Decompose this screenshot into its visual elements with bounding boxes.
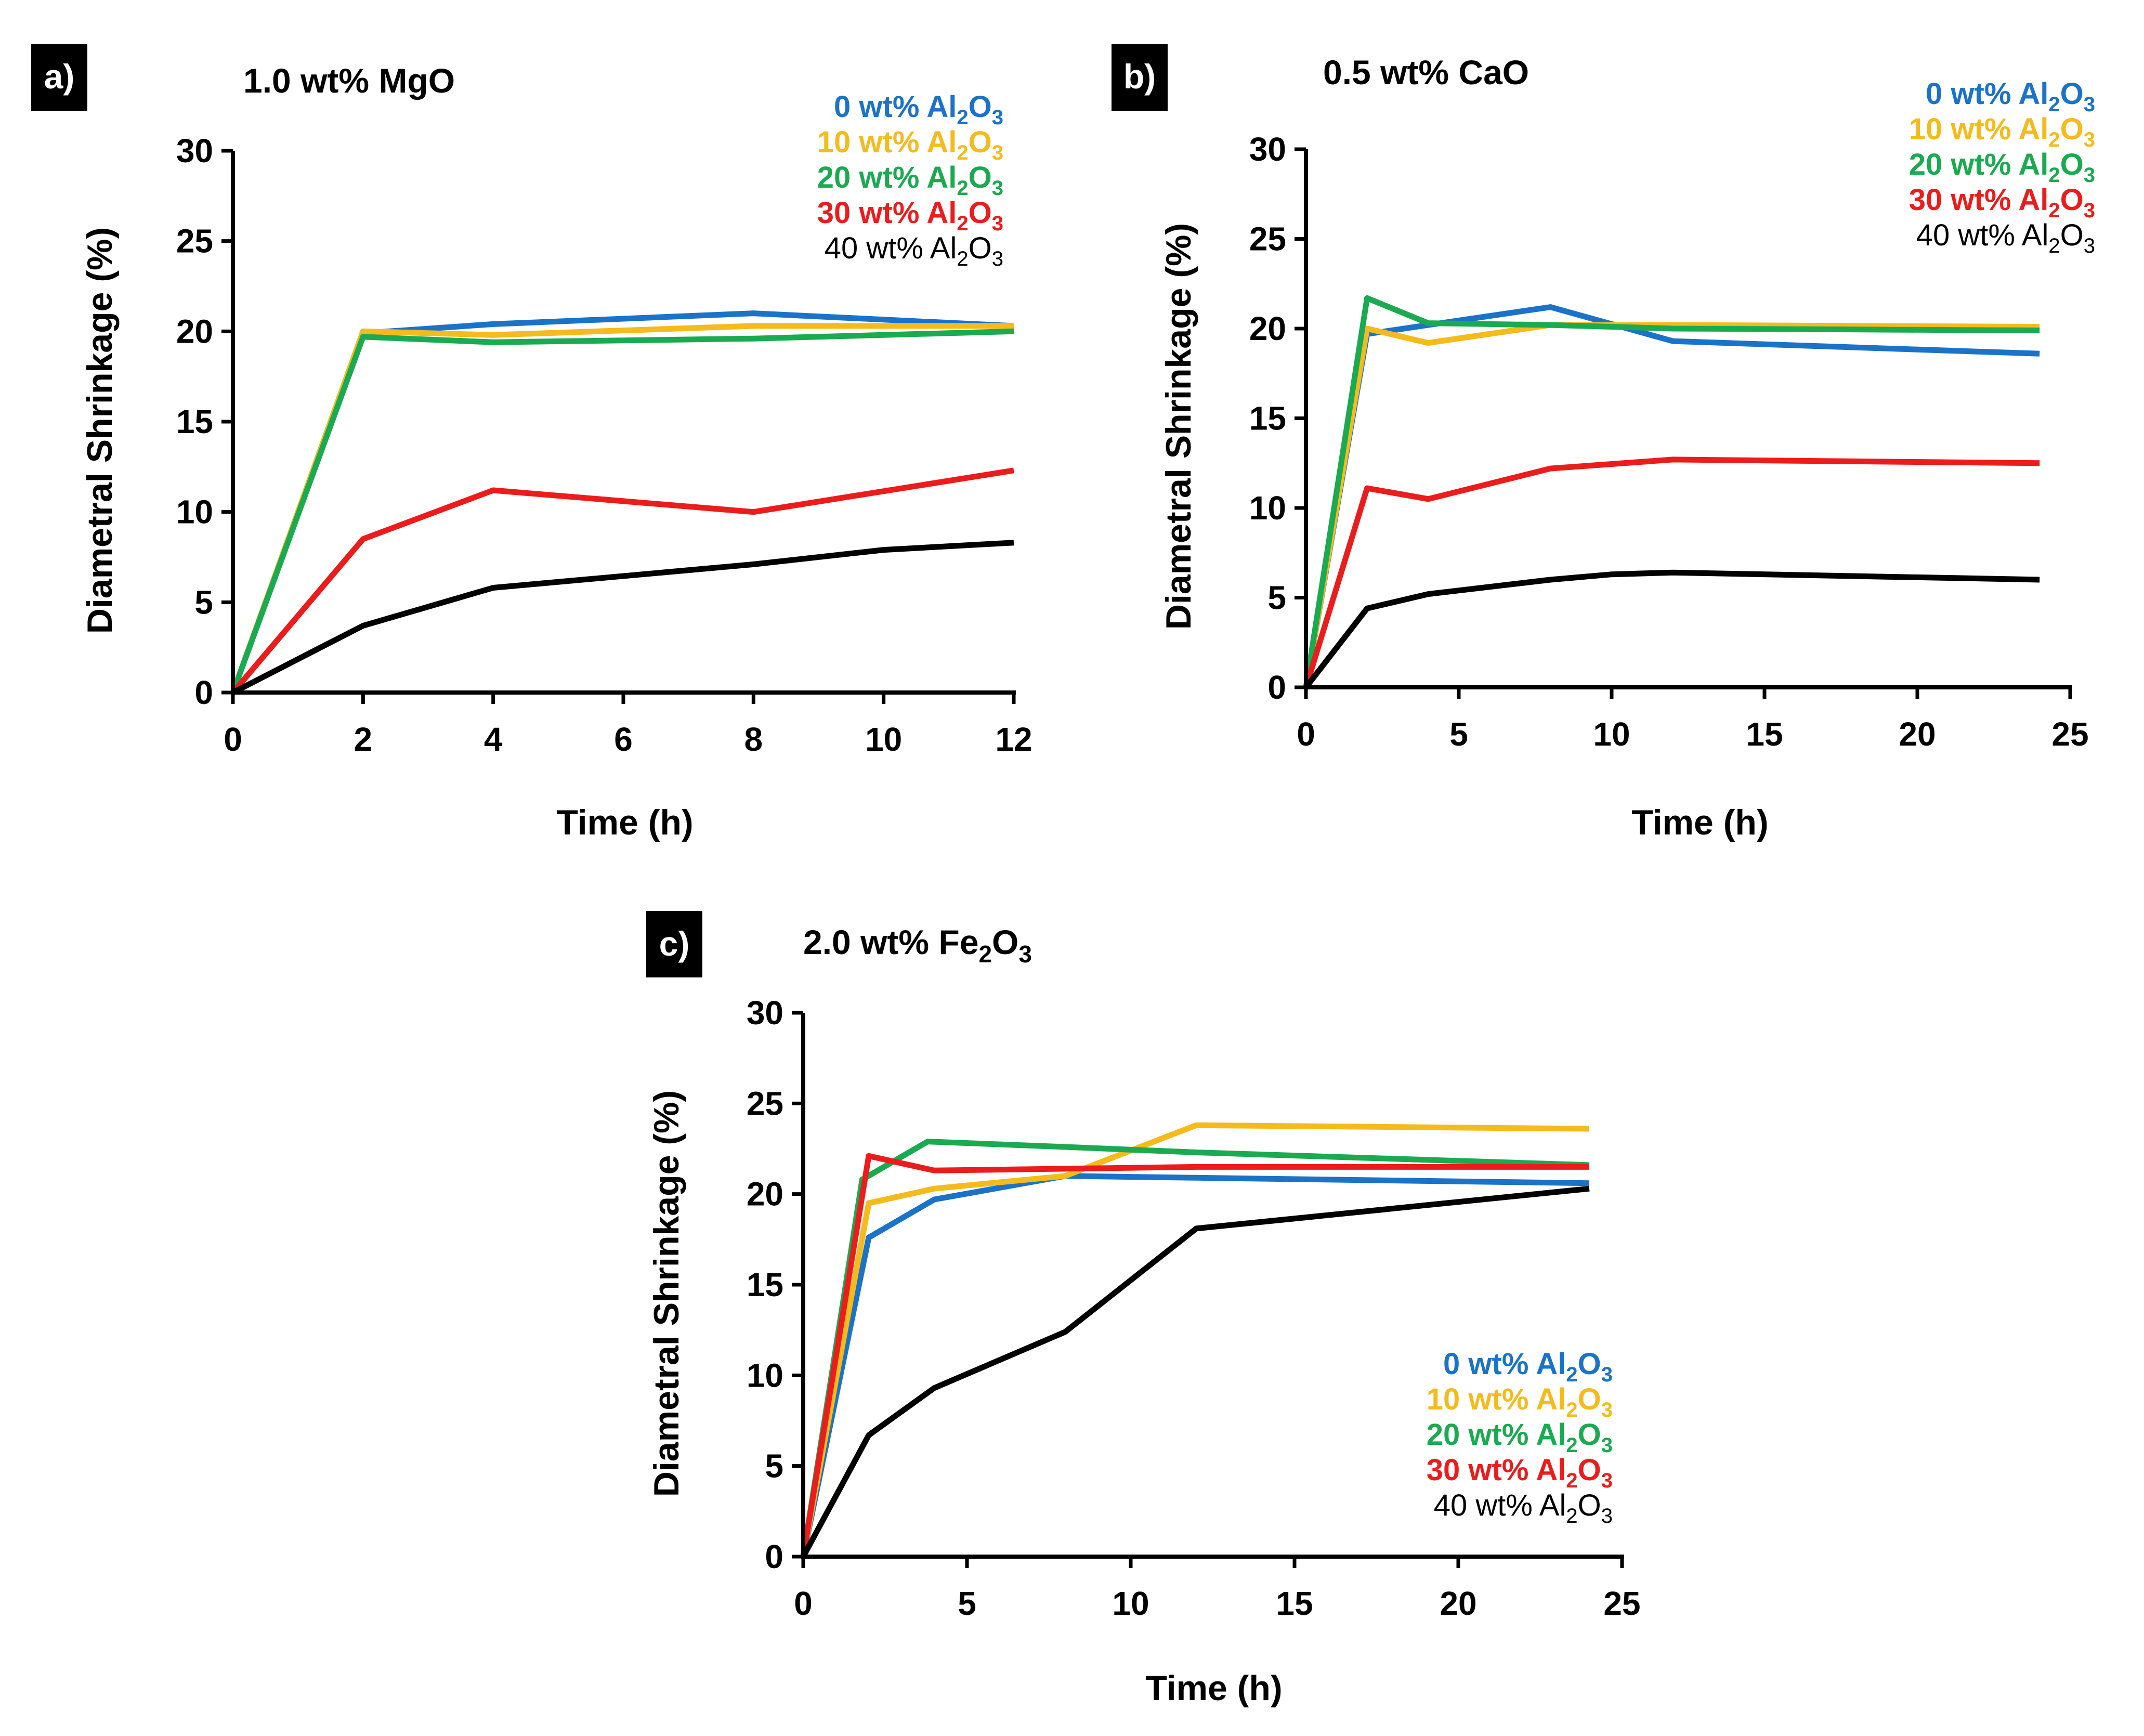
y-axis-label: Diametral Shrinkage (%) — [1159, 223, 1198, 630]
legend-entry-20wt: 20 wt% Al2O3 — [1909, 148, 2095, 187]
x-tick-label: 10 — [1112, 1585, 1149, 1622]
y-tick-label: 0 — [1267, 669, 1286, 706]
panel-c: c) 2.0 wt% Fe2O3 Diametral Shrinkage (%)… — [646, 911, 1641, 1708]
panel-label: b) — [1123, 57, 1156, 96]
panel-b: b) 0.5 wt% CaO Diametral Shrinkage (%) T… — [1112, 44, 2095, 842]
y-tick-label: 25 — [1249, 220, 1286, 258]
y-tick-label: 5 — [1267, 579, 1286, 617]
y-tick-label: 15 — [176, 403, 213, 440]
x-tick-label: 5 — [1449, 715, 1468, 753]
y-tick-label: 20 — [176, 312, 213, 350]
legend-entry-20wt: 20 wt% Al2O3 — [817, 161, 1003, 200]
legend-entry-40wt: 40 wt% Al2O3 — [1434, 1489, 1613, 1528]
series-line-40wt — [231, 540, 1014, 695]
y-axis-label: Diametral Shrinkage (%) — [647, 1090, 686, 1497]
y-tick-label: 30 — [747, 994, 783, 1032]
x-tick-label: 25 — [2051, 715, 2088, 753]
legend-entry-30wt: 30 wt% Al2O3 — [817, 196, 1003, 235]
series-line-20wt — [230, 328, 1014, 694]
y-tick-label: 5 — [765, 1447, 783, 1485]
legend-entry-0wt: 0 wt% Al2O3 — [1926, 77, 2095, 116]
y-tick-label: 10 — [176, 493, 213, 531]
x-tick-label: 15 — [1746, 715, 1783, 753]
legend-entry-30wt: 30 wt% Al2O3 — [1909, 183, 2095, 222]
chart-title: 2.0 wt% Fe2O3 — [803, 923, 1032, 968]
legend-entry-0wt: 0 wt% Al2O3 — [834, 90, 1003, 129]
legend-entry-10wt: 10 wt% Al2O3 — [1909, 112, 2095, 151]
x-tick-label: 25 — [1603, 1585, 1640, 1622]
y-tick-label: 10 — [747, 1356, 783, 1394]
series-line-30wt — [800, 1153, 1589, 1557]
series-line-40wt — [1303, 569, 2040, 689]
x-tick-label: 20 — [1899, 715, 1936, 753]
legend-entry-10wt: 10 wt% Al2O3 — [1427, 1382, 1613, 1421]
series-line-20wt — [1303, 295, 2040, 688]
y-tick-label: 0 — [194, 674, 213, 711]
series-line-10wt — [1303, 322, 2040, 688]
series-line-10wt — [800, 1122, 1590, 1558]
panel-label: c) — [659, 924, 690, 963]
legend-entry-0wt: 0 wt% Al2O3 — [1443, 1347, 1613, 1386]
x-tick-label: 5 — [958, 1585, 976, 1622]
y-tick-label: 30 — [176, 132, 213, 169]
panel-label: a) — [44, 57, 75, 96]
y-axis-label: Diametral Shrinkage (%) — [80, 227, 120, 634]
chart-title: 0.5 wt% CaO — [1323, 53, 1529, 92]
x-tick-label: 2 — [354, 721, 373, 758]
x-axis-label: Time (h) — [556, 803, 693, 842]
y-tick-label: 30 — [1249, 130, 1286, 168]
x-tick-label: 4 — [484, 721, 503, 758]
panel-a: a) 1.0 wt% MgO Diametral Shrinkage (%) T… — [31, 44, 1032, 842]
legend-entry-40wt: 40 wt% Al2O3 — [825, 231, 1003, 270]
panel-label-badge — [31, 44, 87, 111]
y-tick-label: 15 — [1249, 400, 1286, 437]
x-tick-label: 6 — [614, 721, 633, 758]
y-tick-label: 20 — [747, 1176, 783, 1213]
y-tick-label: 0 — [765, 1538, 783, 1575]
series-line-10wt — [230, 323, 1014, 694]
x-tick-label: 0 — [1297, 715, 1315, 753]
x-axis-label: Time (h) — [1631, 803, 1768, 842]
panel-label-badge — [646, 911, 702, 977]
y-tick-label: 5 — [194, 583, 213, 621]
chart-title: 1.0 wt% MgO — [243, 61, 455, 100]
legend-entry-30wt: 30 wt% Al2O3 — [1427, 1453, 1613, 1492]
panel-label-badge — [1112, 44, 1168, 111]
y-tick-label: 25 — [747, 1085, 783, 1122]
x-tick-label: 0 — [794, 1585, 813, 1622]
x-tick-label: 10 — [865, 721, 902, 758]
x-tick-label: 8 — [744, 721, 763, 758]
y-tick-label: 25 — [176, 223, 213, 260]
x-tick-label: 0 — [224, 721, 242, 758]
legend-entry-20wt: 20 wt% Al2O3 — [1427, 1418, 1613, 1457]
y-tick-label: 20 — [1249, 310, 1286, 347]
x-tick-label: 10 — [1593, 715, 1630, 753]
y-tick-label: 10 — [1249, 489, 1286, 527]
series-line-30wt — [230, 467, 1014, 695]
series-line-0wt — [800, 1173, 1590, 1558]
x-tick-label: 15 — [1276, 1585, 1313, 1622]
legend-entry-40wt: 40 wt% Al2O3 — [1916, 218, 2095, 257]
series-line-30wt — [1303, 456, 2040, 688]
y-tick-label: 15 — [747, 1266, 783, 1303]
x-axis-label: Time (h) — [1145, 1668, 1282, 1708]
x-tick-label: 20 — [1440, 1585, 1476, 1622]
legend-entry-10wt: 10 wt% Al2O3 — [817, 125, 1003, 164]
series-line-40wt — [801, 1185, 1590, 1558]
x-tick-label: 12 — [995, 721, 1032, 758]
